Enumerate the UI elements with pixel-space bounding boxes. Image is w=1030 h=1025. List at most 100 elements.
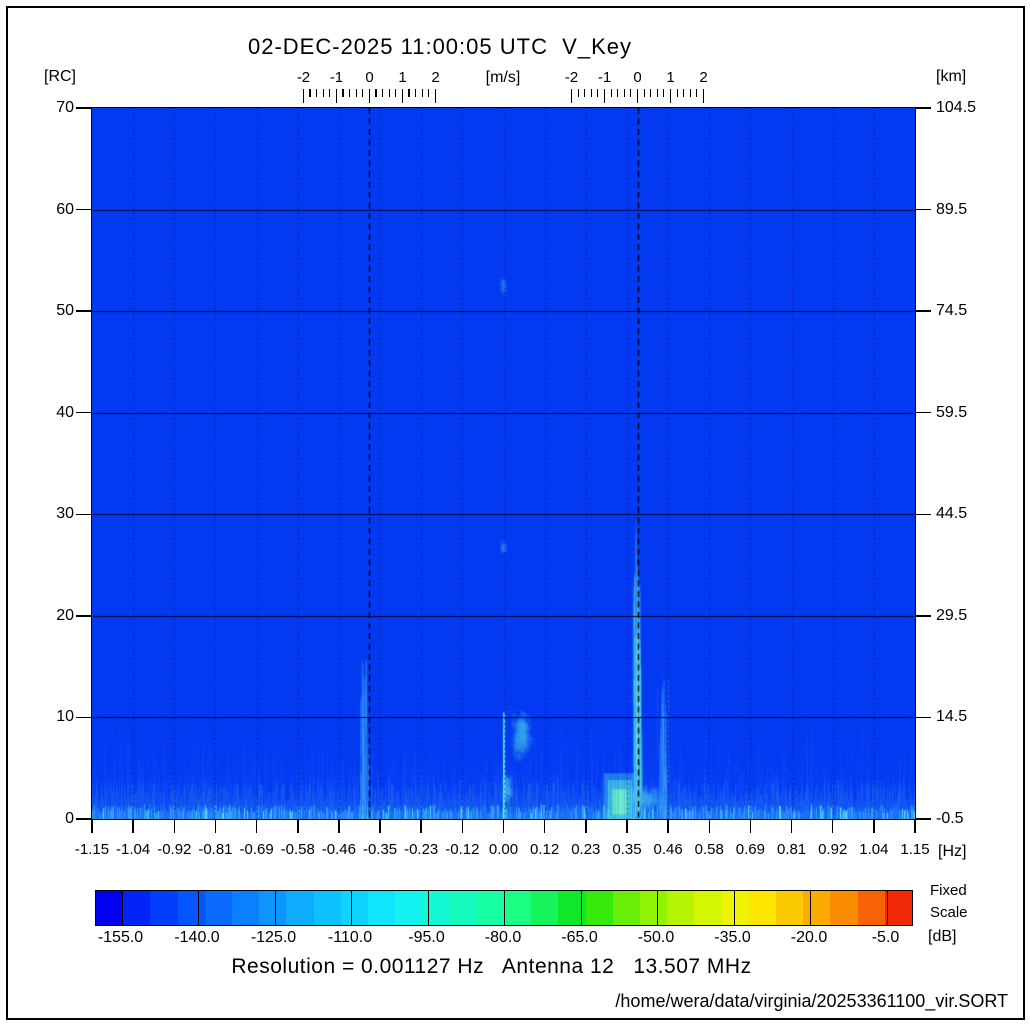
velocity-ruler-tick (362, 89, 364, 97)
velocity-ruler-tick (434, 89, 437, 103)
left-axis-tick (76, 716, 92, 719)
resolution-info-text: Resolution = 0.001127 Hz Antenna 12 13.5… (231, 955, 752, 978)
colorbar-tick-label: -95.0 (408, 929, 445, 946)
velocity-ruler-tick (342, 89, 344, 97)
right-axis-tick (915, 107, 931, 109)
bottom-axis-tick-label: 0.12 (530, 841, 560, 858)
colorbar-tick-label: -155.0 (97, 929, 144, 946)
velocity-ruler-tick (663, 89, 665, 97)
velocity-ruler-tick (335, 89, 338, 103)
right-axis-tick (915, 615, 931, 617)
bottom-axis-tick-label: -0.23 (404, 841, 439, 858)
colorbar-tick-label: -110.0 (327, 929, 373, 946)
right-axis-tick (915, 208, 931, 211)
source-file-path: /home/wera/data/virginia/20253361100_vir… (615, 991, 1008, 1011)
bottom-axis-tick-label: -1.15 (74, 841, 110, 858)
velocity-ruler-tick (570, 89, 573, 103)
colorbar-segment (232, 891, 260, 925)
colorbar-segment (96, 891, 124, 925)
right-axis-tick (915, 411, 931, 414)
colorbar-segment (313, 891, 341, 925)
bottom-axis-tick-label: 0.81 (776, 841, 807, 858)
velocity-ruler-tick (375, 89, 377, 97)
colorbar-segment (694, 891, 722, 925)
left-axis-tick-label: 40 (56, 403, 74, 421)
colorbar-segments (96, 891, 913, 925)
bottom-axis-tick-label: 0.23 (571, 841, 601, 858)
bottom-axis-tick-label: -0.46 (321, 841, 356, 858)
bottom-axis-tick (502, 819, 505, 833)
colorbar-tick-label: -65.0 (561, 929, 598, 946)
bottom-axis-tick-label: -0.35 (362, 841, 398, 858)
bottom-axis-tick (831, 819, 834, 833)
bottom-axis-tick (255, 819, 258, 833)
velocity-ruler-tick (650, 89, 652, 97)
left-axis-tick (76, 107, 92, 109)
colorbar-segment (259, 891, 287, 925)
colorbar-segment (612, 891, 641, 925)
colorbar-segment (204, 891, 233, 925)
bottom-axis-tick (461, 819, 464, 833)
velocity-ruler-tick (382, 89, 384, 97)
colorbar-segment (884, 891, 913, 925)
right-axis-tick-label: 74.5 (936, 302, 968, 320)
right-axis-tick (915, 818, 931, 820)
colorbar-segment (449, 891, 477, 925)
right-axis-tick-label: -0.5 (936, 810, 964, 827)
colorbar-segment (585, 891, 613, 925)
colorbar-segment (830, 891, 858, 925)
left-axis-tick-label: 30 (56, 505, 74, 523)
colorbar-tick-label: -125.0 (250, 929, 297, 946)
colorbar (95, 890, 913, 926)
colorbar-tick (810, 891, 811, 925)
bottom-axis-tick-label: 0.69 (735, 841, 765, 858)
bottom-axis-tick-label: 0.35 (612, 841, 642, 858)
colorbar-segment (667, 891, 695, 925)
bottom-axis-tick-label: -1.04 (116, 841, 151, 858)
colorbar-segment (504, 891, 532, 925)
colorbar-segment (368, 891, 396, 925)
bottom-axis-tick-label: 0.00 (488, 841, 519, 858)
bottom-axis-tick (667, 819, 669, 833)
velocity-ruler-tick (676, 89, 678, 97)
colorbar-segment (340, 891, 369, 925)
left-axis-tick-label: 60 (56, 200, 74, 218)
colorbar-tick (886, 891, 888, 925)
bottom-axis-tick (420, 819, 422, 833)
right-axis-tick-label: 59.5 (936, 403, 968, 421)
colorbar-unit-label: [dB] (928, 928, 957, 945)
colorbar-segment (422, 891, 450, 925)
spectrum-plot (91, 107, 916, 820)
bottom-axis-tick-label: 1.15 (900, 841, 930, 858)
right-axis-tick (915, 310, 931, 312)
bottom-axis-tick-label: 1.04 (859, 841, 889, 858)
colorbar-segment (531, 891, 559, 925)
bottom-axis-tick-label: 0.92 (818, 841, 848, 858)
bottom-axis-unit-label: [Hz] (938, 843, 967, 860)
colorbar-segment (395, 891, 423, 925)
left-axis-tick-label: 70 (56, 99, 74, 116)
velocity-ruler-tick (577, 89, 579, 97)
velocity-ruler-tick (322, 89, 324, 97)
velocity-ruler-tick (656, 89, 658, 97)
right-axis-tick-label: 14.5 (936, 708, 968, 726)
bottom-axis-tick-label: 0.58 (694, 841, 724, 858)
bottom-axis-tick (914, 819, 916, 833)
colorbar-segment (803, 891, 831, 925)
velocity-ruler-tick (388, 89, 390, 97)
bottom-axis-tick (91, 819, 93, 833)
colorbar-tick (504, 891, 505, 925)
colorbar-tick-label: -50.0 (637, 929, 675, 946)
colorbar-tick-label: -80.0 (484, 929, 522, 946)
velocity-ruler-label: -2 (564, 69, 579, 86)
colorbar-tick-label: -5.0 (871, 929, 900, 946)
right-axis-tick-label: 44.5 (936, 505, 968, 523)
colorbar-segment (150, 891, 178, 925)
fixed-scale-note-line2: Scale (930, 904, 968, 921)
velocity-ruler-tick (643, 89, 645, 97)
velocity-ruler-tick (355, 89, 357, 97)
left-axis-tick (76, 411, 92, 414)
bottom-axis-tick-label: -0.92 (157, 841, 192, 858)
velocity-ruler-label: 1 (398, 69, 407, 86)
right-axis-tick-label: 29.5 (936, 606, 968, 624)
